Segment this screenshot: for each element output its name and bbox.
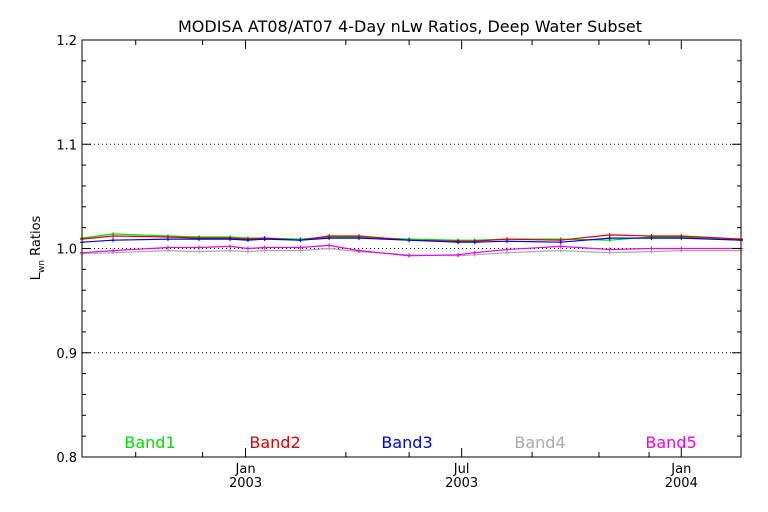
data-point [679,246,684,251]
data-point [356,236,361,241]
data-point [196,237,201,242]
legend: Band1 Band2 Band3 Band4 Band5 [124,433,696,452]
legend-item-band5: Band5 [645,433,696,452]
data-point [196,245,201,250]
x-tick-label-year: 2003 [229,476,262,491]
data-point [228,248,233,253]
y-tick-label: 1.2 [56,34,77,49]
data-point [298,245,303,250]
x-tick-label-month: Jan [235,462,256,477]
data-point [228,237,233,242]
data-point [111,238,116,243]
data-point [679,236,684,241]
chart-title: MODISA AT08/AT07 4-Day nLw Ratios, Deep … [178,17,642,36]
data-point [407,238,412,243]
y-tick-label: 0.9 [56,347,77,362]
data-point [472,250,477,255]
data-point [262,237,267,242]
data-point [456,252,461,257]
legend-item-band4: Band4 [514,433,565,452]
data-point [356,248,361,253]
data-point [505,239,510,244]
data-point [165,237,170,242]
data-point [407,253,412,258]
data-point [505,247,510,252]
data-point [165,245,170,250]
data-point [196,249,201,254]
legend-item-band3: Band3 [381,433,432,452]
data-point [472,240,477,245]
y-tick-label: 0.8 [56,451,77,466]
data-point [607,247,612,252]
legend-item-band2: Band2 [249,433,300,452]
series-lines [80,231,743,258]
x-tick-label-year: 2003 [445,476,478,491]
data-point [649,236,654,241]
data-point [456,240,461,245]
data-point [649,246,654,251]
y-axis-label-rest: Ratios [29,215,44,260]
data-point [298,238,303,243]
x-tick-label-year: 2004 [665,476,698,491]
legend-item-band1: Band1 [124,433,175,452]
y-axis-label-subscript: wn [37,260,47,273]
x-tick-label-month: Jan [670,462,691,477]
data-point [327,236,332,241]
data-point [245,246,250,251]
y-tick-label: 1.1 [56,138,77,153]
data-point [607,236,612,241]
series-line-band4 [81,247,741,257]
data-point [111,248,116,253]
data-point [558,240,563,245]
data-point [245,238,250,243]
y-axis-label-main: L [29,272,44,280]
data-point [327,243,332,248]
data-point [558,248,563,253]
data-point [262,245,267,250]
data-point [558,244,563,249]
data-point [228,244,233,249]
y-axis-label: Lwn Ratios [29,215,47,280]
data-point [111,233,116,238]
x-tick-label-month: Jul [453,462,470,477]
y-tick-label: 1.0 [56,243,77,258]
